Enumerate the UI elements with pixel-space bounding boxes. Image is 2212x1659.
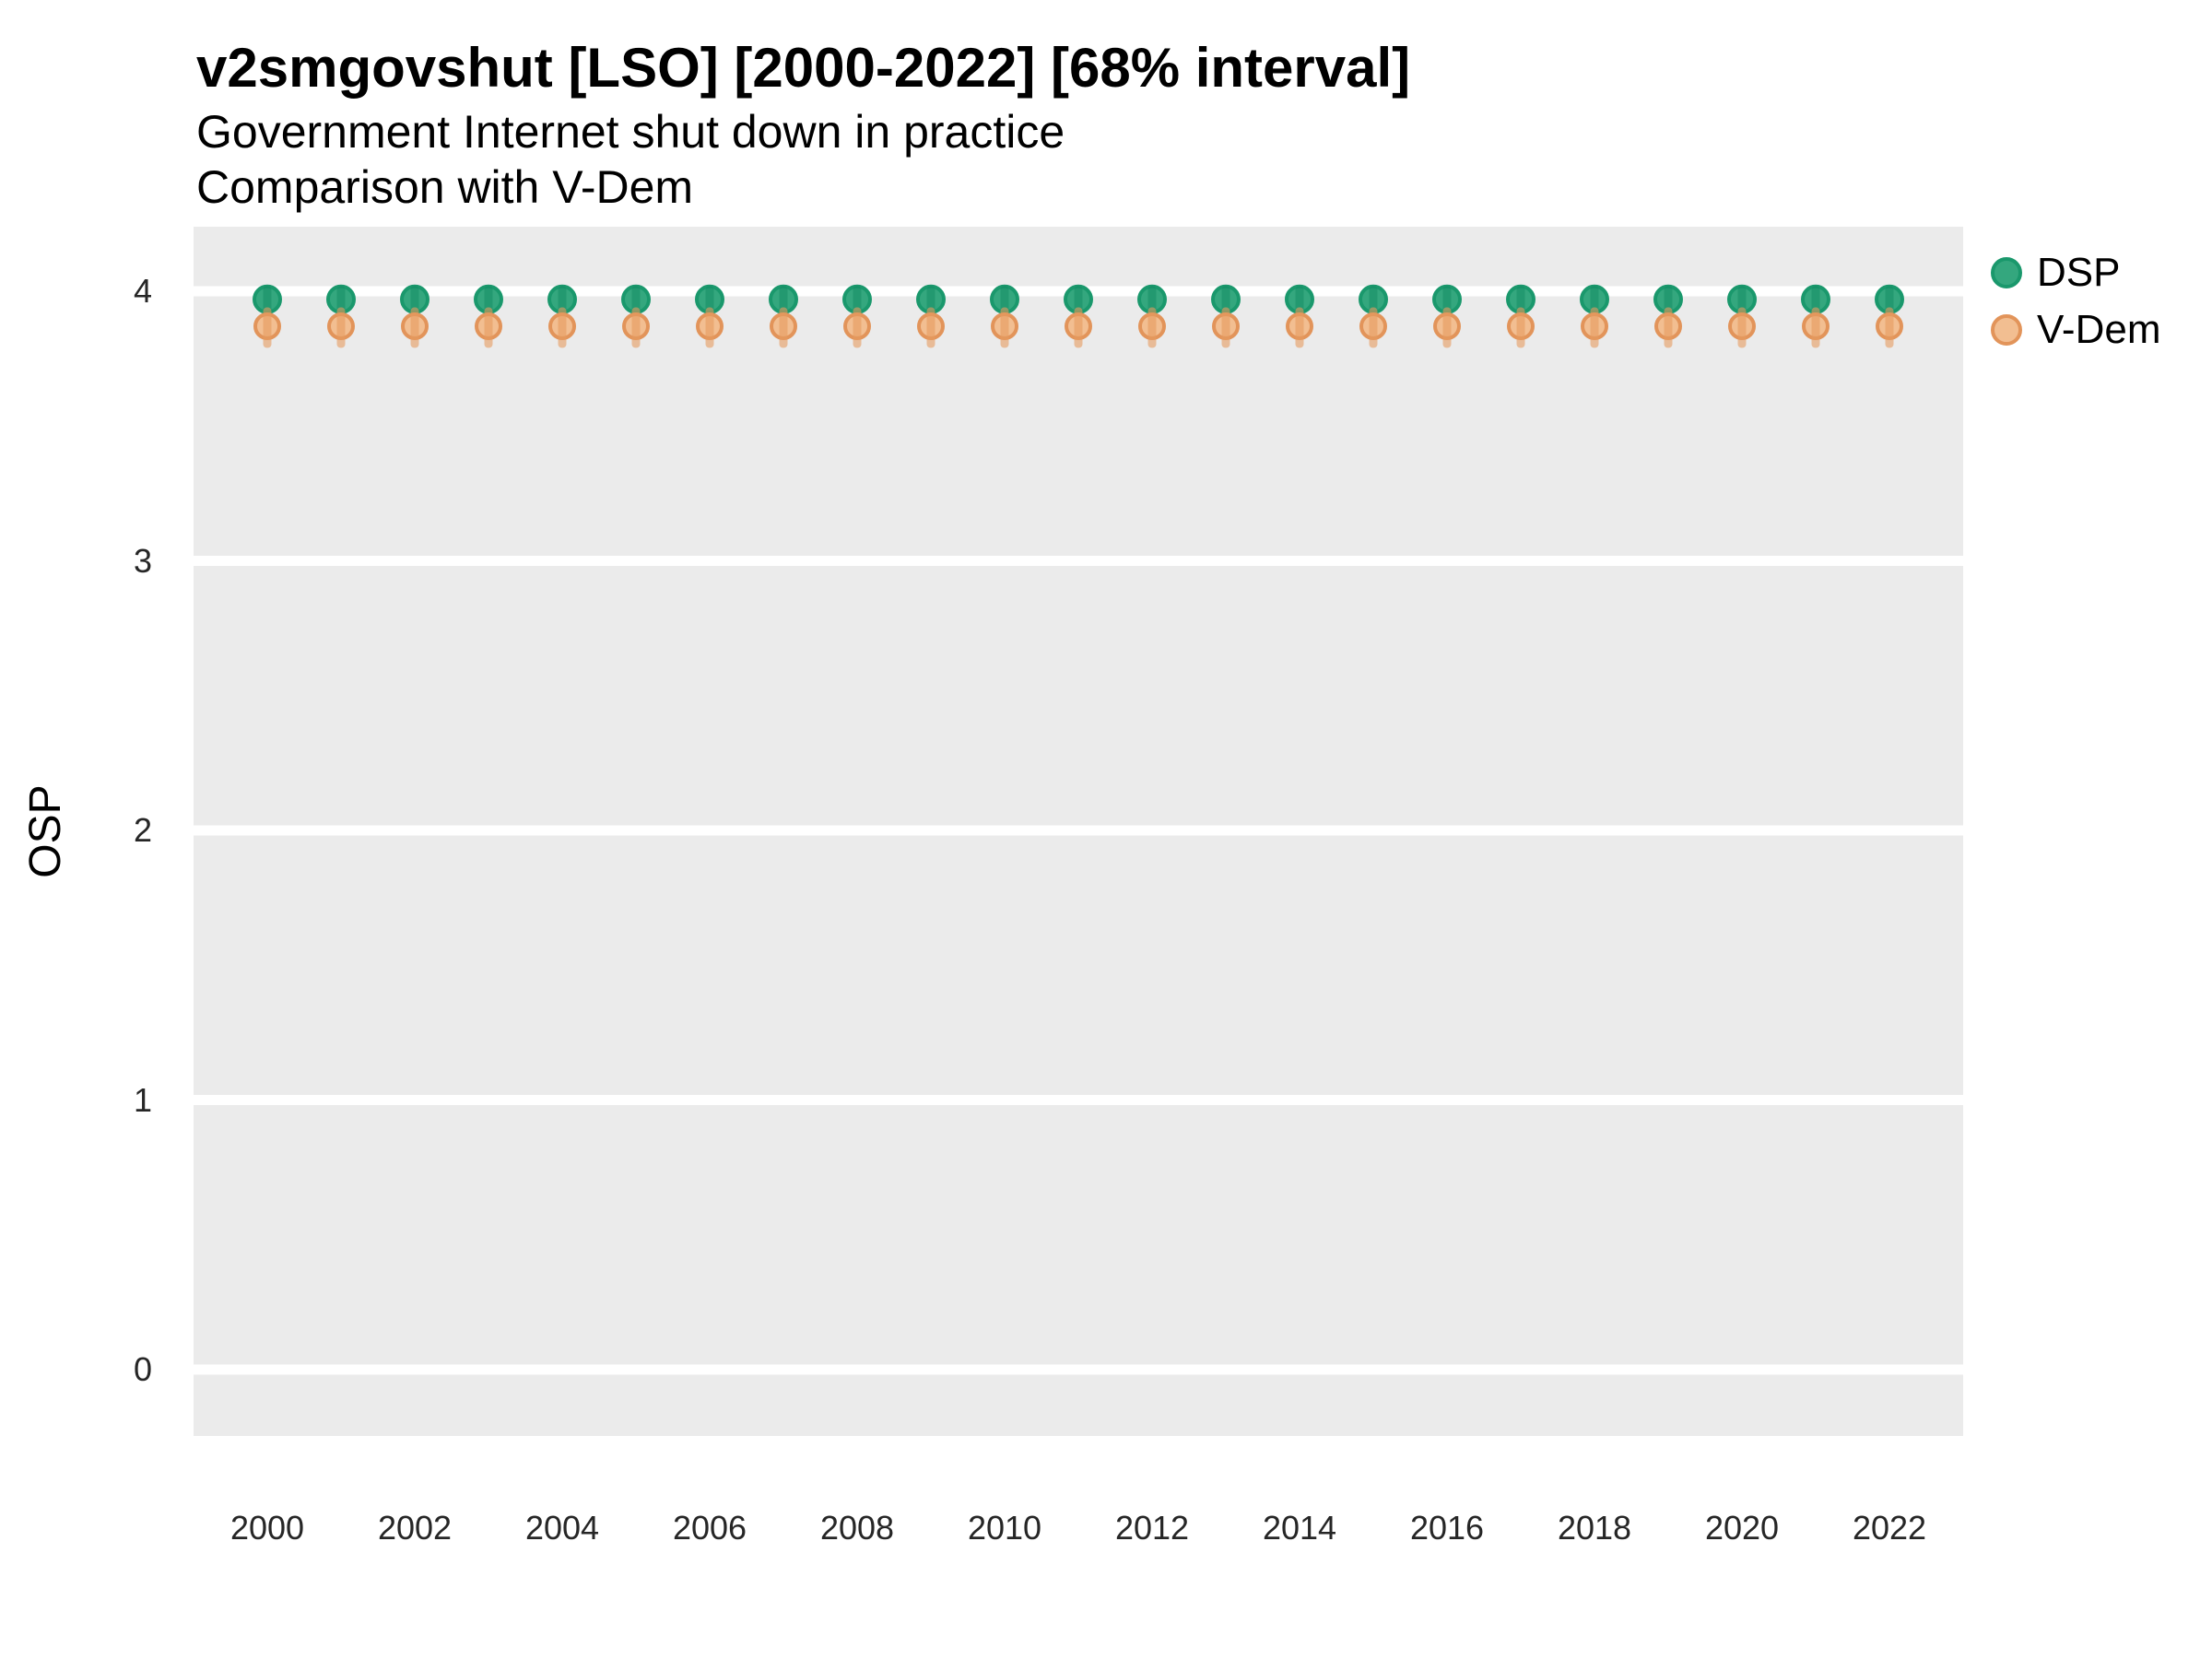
vdem-interval <box>1811 307 1820 348</box>
vdem-interval <box>631 307 641 348</box>
legend-item-dsp: DSP <box>1991 244 2160 301</box>
vdem-interval <box>1147 307 1157 348</box>
legend-swatch-icon <box>1991 314 2022 346</box>
vdem-interval <box>1442 307 1452 348</box>
vdem-interval <box>410 307 419 348</box>
x-tick-label: 2004 <box>524 1509 600 1547</box>
x-tick-label: 2000 <box>229 1509 305 1547</box>
vdem-interval <box>1295 307 1304 348</box>
vdem-interval <box>263 307 272 348</box>
x-tick-label: 2020 <box>1704 1509 1780 1547</box>
vdem-interval <box>558 307 567 348</box>
vdem-interval <box>853 307 862 348</box>
legend-item-vdem: V-Dem <box>1991 301 2160 359</box>
chart-subtitle: Government Internet shut down in practic… <box>196 106 1065 158</box>
gridline <box>194 825 1963 836</box>
vdem-interval <box>1885 307 1894 348</box>
x-tick-label: 2018 <box>1557 1509 1632 1547</box>
chart-title: v2smgovshut [LSO] [2000-2022] [68% inter… <box>196 37 1411 99</box>
gridline <box>194 1095 1963 1105</box>
vdem-interval <box>1369 307 1378 348</box>
legend-label: V-Dem <box>2037 307 2161 352</box>
y-tick-label: 3 <box>133 541 152 580</box>
x-tick-label: 2002 <box>377 1509 453 1547</box>
y-tick-label: 4 <box>133 272 152 310</box>
y-tick-label: 1 <box>133 1080 152 1119</box>
vdem-interval <box>1737 307 1747 348</box>
plot-panel <box>194 227 1963 1436</box>
vdem-interval <box>1664 307 1673 348</box>
legend-swatch-icon <box>1991 257 2022 288</box>
vdem-interval <box>1221 307 1230 348</box>
vdem-interval <box>779 307 788 348</box>
chart-subtitle-line2: Comparison with V-Dem <box>196 161 694 213</box>
y-tick-label: 2 <box>133 811 152 849</box>
legend: DSP V-Dem <box>1991 244 2160 359</box>
plot-area <box>194 284 1963 1375</box>
gridline <box>194 1364 1963 1375</box>
gridline <box>194 556 1963 566</box>
legend-label: DSP <box>2037 250 2121 295</box>
x-tick-label: 2008 <box>819 1509 895 1547</box>
vdem-interval <box>926 307 935 348</box>
x-tick-label: 2014 <box>1262 1509 1337 1547</box>
x-tick-label: 2010 <box>967 1509 1042 1547</box>
x-tick-label: 2012 <box>1114 1509 1190 1547</box>
vdem-interval <box>1000 307 1009 348</box>
vdem-interval <box>1516 307 1525 348</box>
y-tick-label: 0 <box>133 1350 152 1388</box>
x-tick-label: 2006 <box>672 1509 747 1547</box>
x-tick-label: 2016 <box>1409 1509 1485 1547</box>
vdem-interval <box>336 307 346 348</box>
vdem-interval <box>484 307 493 348</box>
vdem-interval <box>1074 307 1083 348</box>
x-tick-label: 2022 <box>1852 1509 1927 1547</box>
vdem-interval <box>1590 307 1599 348</box>
vdem-interval <box>705 307 714 348</box>
